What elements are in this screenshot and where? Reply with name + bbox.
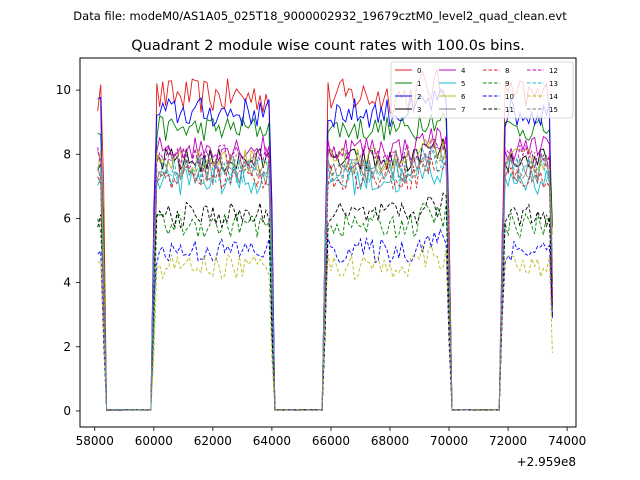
plot-frame (79, 57, 577, 428)
legend-label-5: 5 (461, 80, 465, 88)
y-axis-ticks: 0 2 4 6 8 10 (56, 83, 80, 418)
x-tick-label: 58000 (76, 434, 114, 448)
legend-label-3: 3 (417, 106, 421, 114)
legend-label-12: 12 (549, 67, 558, 75)
legend-label-6: 6 (461, 93, 466, 101)
legend-label-0: 0 (417, 67, 421, 75)
x-tick-label: 62000 (194, 434, 232, 448)
legend-label-7: 7 (461, 106, 465, 114)
suptitle: Data file: modeM0/AS1A05_025T18_90000029… (73, 9, 567, 23)
y-tick-label: 8 (63, 147, 71, 161)
y-tick-label: 0 (63, 404, 71, 418)
x-tick-label: 70000 (430, 434, 468, 448)
legend-label-14: 14 (549, 93, 558, 101)
y-tick-label: 10 (56, 83, 71, 97)
chart-title: Quadrant 2 module wise count rates with … (131, 38, 525, 54)
legend-label-11: 11 (505, 106, 514, 114)
legend-label-13: 13 (549, 80, 558, 88)
legend-label-1: 1 (417, 80, 421, 88)
x-tick-label: 72000 (489, 434, 527, 448)
legend-label-4: 4 (461, 67, 466, 75)
legend-label-15: 15 (549, 106, 558, 114)
y-tick-label: 4 (63, 276, 71, 290)
x-offset-label: +2.959e8 (517, 455, 576, 469)
legend-label-10: 10 (505, 93, 514, 101)
x-tick-label: 60000 (135, 434, 173, 448)
legend-label-8: 8 (505, 67, 509, 75)
series-line-12 (97, 138, 553, 411)
x-tick-label: 64000 (253, 434, 291, 448)
x-tick-label: 68000 (371, 434, 409, 448)
series-line-15 (97, 145, 553, 411)
x-tick-label: 66000 (312, 434, 350, 448)
plot-lines (97, 69, 553, 411)
legend-label-2: 2 (417, 93, 421, 101)
legend-box (390, 61, 574, 119)
y-tick-label: 2 (63, 340, 71, 354)
y-tick-label: 6 (63, 211, 71, 225)
legend-label-9: 9 (505, 80, 509, 88)
x-tick-label: 74000 (548, 434, 586, 448)
x-axis-ticks: 58000 60000 62000 64000 66000 68000 70000 72000… (76, 427, 586, 448)
